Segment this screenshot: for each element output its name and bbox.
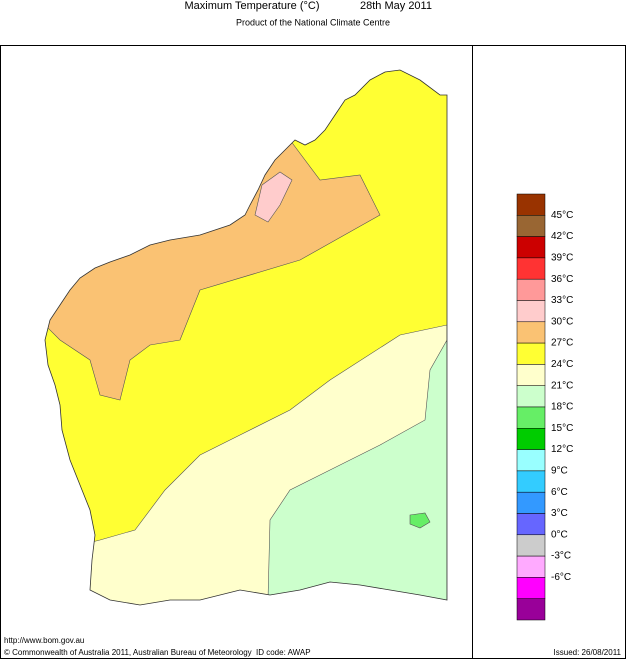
legend-swatch [516,577,546,599]
legend-swatch [516,428,546,450]
legend-label: 6°C [551,487,568,498]
map [45,70,447,605]
zone-green [409,512,431,529]
legend-swatch [516,491,546,514]
legend-label: 12°C [551,444,573,455]
legend-swatch [516,215,546,237]
subtitle: Product of the National Climate Centre [236,17,390,27]
title: Maximum Temperature (°C) [184,0,319,12]
legend-swatch [516,598,546,621]
legend-swatch [516,470,546,493]
legend-swatch [516,257,546,280]
footer-issued: Issued: 26/08/2011 [554,648,622,657]
footer-id: ID code: AWAP [256,648,311,657]
legend-swatch [516,385,546,408]
legend-label: 45°C [551,210,573,221]
zone-pink [254,171,293,223]
legend-label: 39°C [551,253,573,264]
legend-label: 3°C [551,508,568,519]
legend-label: 30°C [551,316,573,327]
legend-swatch [516,449,546,472]
legend-label: -3°C [551,551,571,562]
footer-copyright: © Commonwealth of Australia 2011, Austra… [4,648,252,657]
legend-swatch [516,534,546,557]
legend-swatch [516,406,546,429]
legend-label: -6°C [551,572,571,583]
date: 28th May 2011 [360,0,432,12]
legend-label: 27°C [551,338,573,349]
legend-label: 24°C [551,359,573,370]
legend-label: 0°C [551,529,568,540]
legend-label: 9°C [551,466,568,477]
legend-label: 18°C [551,402,573,413]
legend-swatch [516,278,546,301]
legend-swatch [516,321,546,344]
legend-swatch [516,555,546,578]
legend-swatch [516,364,546,386]
legend: 45°C 42°C 39°C 36°C 33°C 30°C 27°C 24°C 21°C 18°C… [516,193,573,621]
legend-swatch [516,236,546,259]
legend-swatch [516,513,546,536]
legend-label: 15°C [551,423,573,434]
legend-label: 33°C [551,295,573,306]
legend-swatch [516,300,546,323]
footer-url: http://www.bom.gov.au [4,636,84,645]
coastline [44,69,448,606]
legend-label: 36°C [551,274,573,285]
legend-swatch [516,193,546,216]
legend-swatch [516,342,546,365]
zone-pale-green [267,338,447,605]
legend-label: 42°C [551,231,573,242]
legend-label: 21°C [551,380,573,391]
